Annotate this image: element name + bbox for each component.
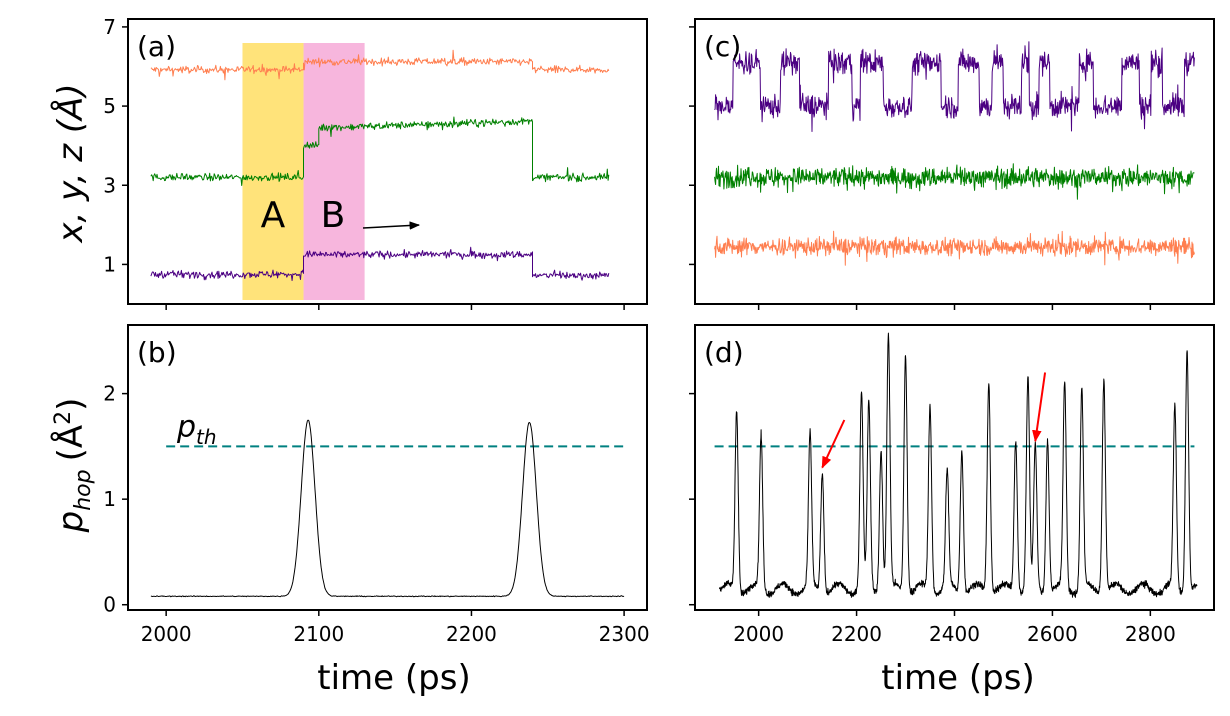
threshold-label-main: p bbox=[176, 410, 196, 445]
panel-b-xtick-label: 2200 bbox=[446, 622, 497, 646]
panel-b-ytick-label: 0 bbox=[103, 593, 116, 617]
panel-d-xtick-label: 2200 bbox=[831, 622, 882, 646]
x-axis-label-right: time (ps) bbox=[881, 658, 1034, 698]
y-axis-label-bottom-close: ) bbox=[51, 398, 91, 411]
panel-b-xtick-label: 2100 bbox=[293, 622, 344, 646]
panel-b: pth 0 1 2 2000 2100 2200 2300 (b) bbox=[103, 324, 650, 646]
y-axis-label-bottom-sub: hop bbox=[71, 469, 96, 510]
panel-a-label: (a) bbox=[137, 30, 176, 63]
y-axis-label-bottom-sup: 2 bbox=[51, 411, 76, 425]
panel-b-xtick-label: 2000 bbox=[141, 622, 192, 646]
y-axis-label-top: x, y, z (Å) bbox=[50, 83, 91, 243]
direction-arrow bbox=[362, 221, 421, 230]
panel-d-xtick-label: 2400 bbox=[929, 622, 980, 646]
panel-b-xtick-label: 2300 bbox=[599, 622, 650, 646]
series-orange-trace bbox=[714, 230, 1195, 266]
panel-d-xtick-label: 2000 bbox=[733, 622, 784, 646]
panel-b-ytick-label: 1 bbox=[103, 487, 116, 511]
panel-a-ytick-label: 3 bbox=[103, 173, 116, 197]
y-axis-label-bottom: phop (Å2) bbox=[50, 398, 96, 534]
panel-b-ytick-label: 2 bbox=[103, 382, 116, 406]
panel-d-xtick-label: 2600 bbox=[1027, 622, 1078, 646]
y-axis-label-bottom-unit: (Å bbox=[50, 425, 91, 462]
series-orange-trace bbox=[150, 49, 610, 81]
region-a bbox=[242, 43, 304, 300]
panel-d-xtick-label: 2800 bbox=[1125, 622, 1176, 646]
panel-a: A B 1 3 5 7 (a) bbox=[103, 15, 648, 310]
series-green-trace bbox=[714, 163, 1195, 200]
series-green-trace bbox=[150, 116, 610, 186]
region-b bbox=[303, 43, 365, 300]
series-indigo-trace bbox=[150, 246, 610, 281]
panel-a-ytick-label: 5 bbox=[103, 94, 116, 118]
panel-a-frame bbox=[127, 18, 648, 305]
panel-a-ytick-label: 1 bbox=[103, 252, 116, 276]
panel-d: 2000 2200 2400 2600 2800 (d) bbox=[689, 324, 1215, 646]
phop-trace bbox=[719, 332, 1198, 598]
region-a-label: A bbox=[261, 195, 286, 236]
panel-d-frame bbox=[694, 324, 1215, 611]
panel-b-frame bbox=[127, 324, 648, 611]
red-arrow-1 bbox=[821, 419, 846, 469]
panel-a-ytick-label: 7 bbox=[103, 15, 116, 39]
threshold-label-sub: th bbox=[196, 425, 217, 449]
series-indigo-trace bbox=[714, 41, 1195, 132]
phop-trace bbox=[150, 419, 625, 598]
panel-b-label: (b) bbox=[137, 336, 177, 369]
region-b-label: B bbox=[321, 195, 346, 236]
threshold-label: pth bbox=[176, 410, 217, 449]
x-axis-label-left: time (ps) bbox=[317, 658, 470, 698]
red-arrow-2 bbox=[1032, 372, 1047, 443]
y-axis-label-bottom-main: p bbox=[51, 511, 91, 534]
panel-c-label: (c) bbox=[704, 30, 741, 63]
panel-c: (c) bbox=[689, 18, 1215, 310]
panel-d-label: (d) bbox=[704, 336, 744, 369]
